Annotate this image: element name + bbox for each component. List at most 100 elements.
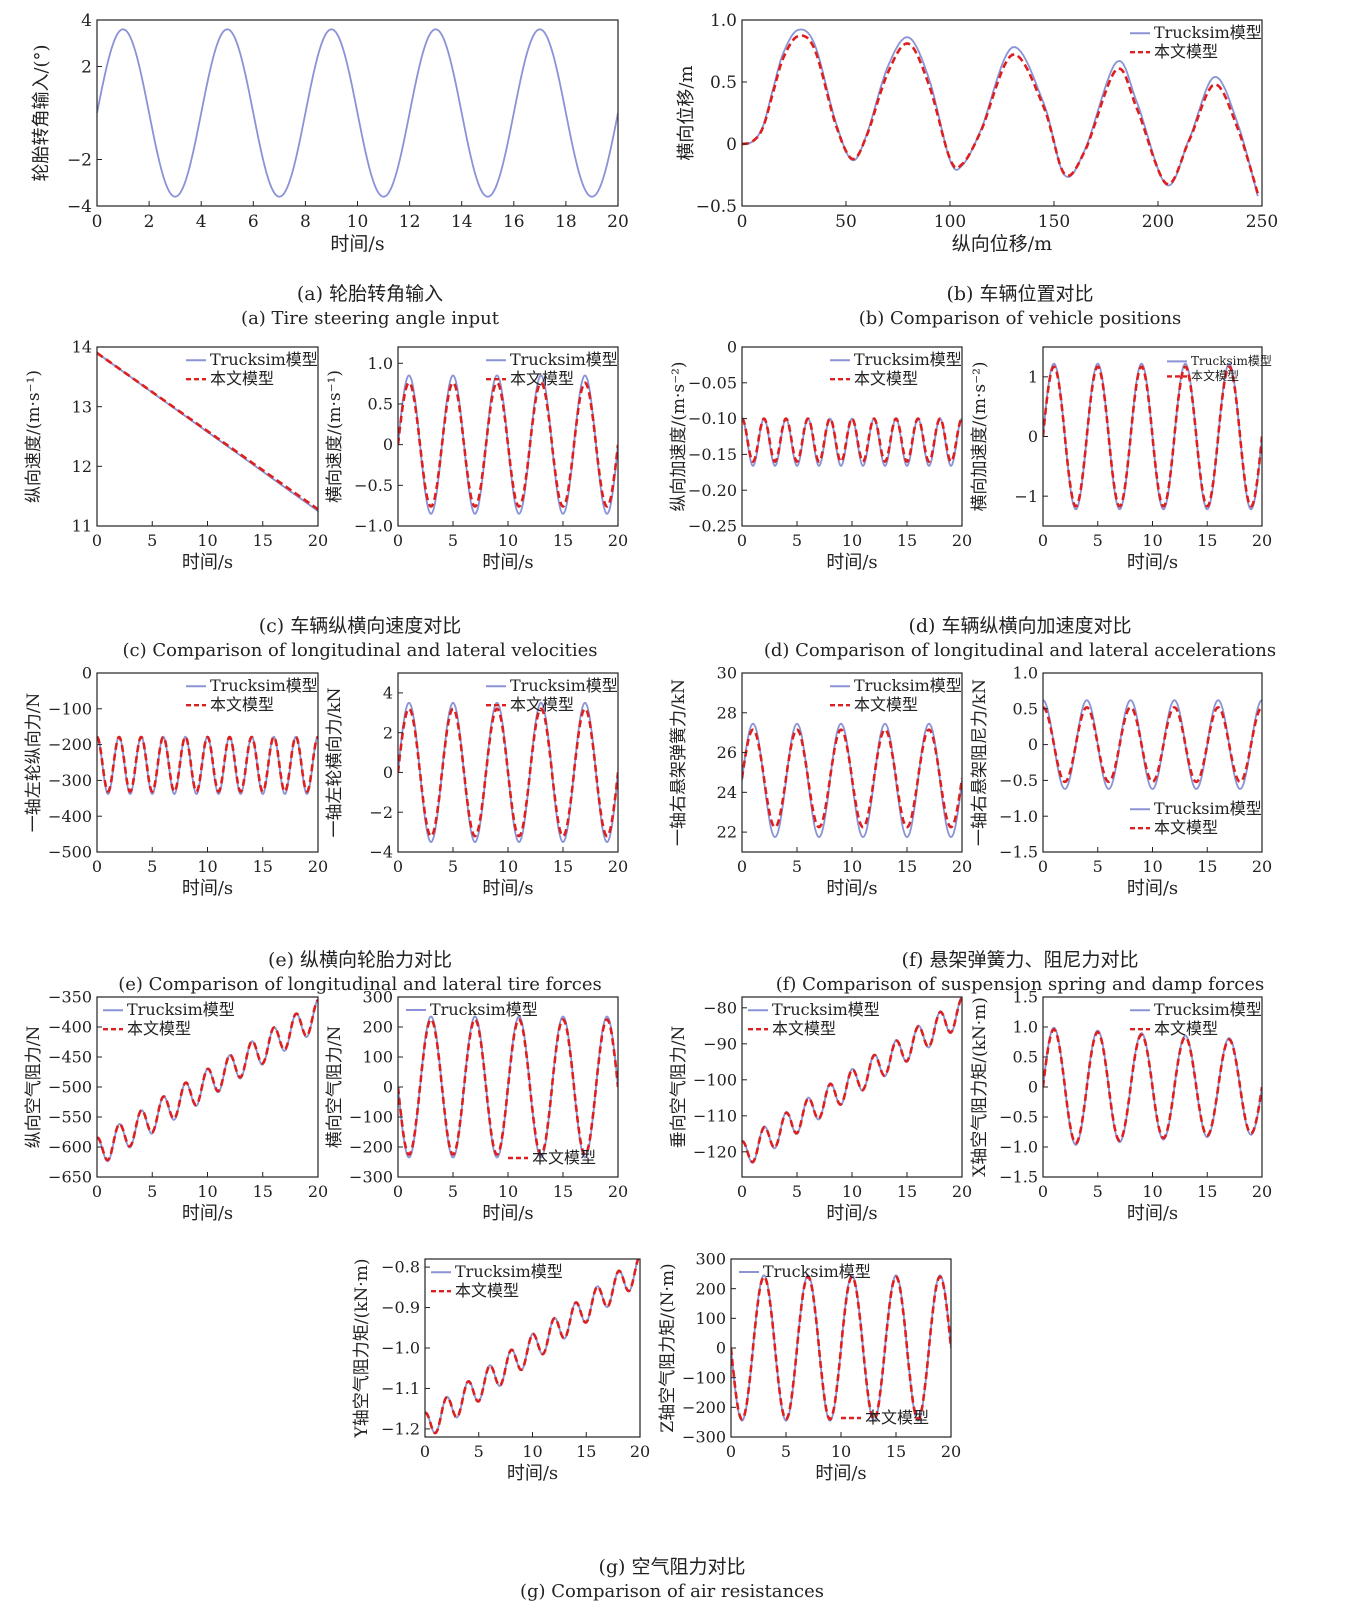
x-tick-label: 20: [308, 1182, 328, 1201]
y-tick-label: 200: [695, 1279, 726, 1298]
x-tick-label: 15: [253, 857, 273, 876]
x-tick-label: 5: [1093, 857, 1103, 876]
x-tick-label: 5: [781, 1442, 791, 1461]
x-tick-label: 14: [451, 212, 473, 232]
y-tick-label: 2: [81, 57, 92, 77]
x-tick-label: 0: [92, 1182, 102, 1201]
caption-e-zh: (e) 纵横向轮胎力对比: [267, 949, 453, 971]
y-tick-label: −200: [48, 735, 92, 754]
x-tick-label: 5: [1093, 531, 1103, 550]
x-tick-label: 5: [147, 857, 157, 876]
y-tick-label: −100: [349, 1108, 393, 1127]
chart-g4: 0 5 10 15 20 −1.5 −1.0 −0.5 0 0.5 1.0 1.5 时间/s X轴空气阻力…: [970, 988, 1272, 1224]
caption-d: (d) 车辆纵横向加速度对比 (d) Comparison of longitu…: [720, 613, 1320, 663]
x-tick-label: 0: [737, 531, 747, 550]
x-axis-label: 时间/s: [482, 552, 533, 573]
x-tick-label: 5: [147, 531, 157, 550]
y-tick-label: 0: [383, 763, 393, 782]
x-tick-label: 250: [1246, 212, 1278, 232]
series-line-model: [97, 999, 318, 1162]
x-tick-label: 0: [726, 1442, 736, 1461]
x-tick-label: 15: [576, 1442, 596, 1461]
x-axis-label: 时间/s: [826, 878, 877, 899]
series-line-trucksim: [398, 1015, 618, 1159]
x-tick-label: 20: [608, 857, 628, 876]
caption-f-en: (f) Comparison of suspension spring and …: [775, 974, 1265, 995]
chart-e2: 0 5 10 15 20 −4 −2 0 2 4 时间/s 一轴左轮横向力/kN Trucksim模型本…: [325, 672, 628, 899]
x-tick-label: 20: [941, 1442, 961, 1461]
y-tick-label: −0.10: [688, 409, 737, 428]
y-tick-label: −400: [48, 807, 92, 826]
y-axis-label: 一轴左轮横向力/kN: [325, 687, 345, 837]
legend-label-trucksim: Trucksim模型: [854, 350, 962, 369]
y-tick-label: 11: [72, 517, 92, 536]
x-tick-label: 6: [248, 212, 259, 232]
series-line-model: [731, 1275, 951, 1421]
x-axis-label: 纵向位移/m: [952, 233, 1052, 255]
x-tick-label: 15: [553, 1182, 573, 1201]
x-tick-label: 0: [737, 857, 747, 876]
y-tick-label: −100: [682, 1368, 726, 1387]
x-tick-label: 10: [842, 1182, 862, 1201]
y-axis-label: 横向空气阻力/N: [325, 1026, 345, 1149]
series-line-model: [742, 728, 962, 829]
legend-label-trucksim: Trucksim模型: [772, 1000, 880, 1019]
y-tick-label: 300: [362, 988, 393, 1007]
plot-frame: [96, 672, 319, 853]
caption-c-zh: (c) 车辆纵横向速度对比: [258, 615, 462, 637]
caption-c-en: (c) Comparison of longitudinal and later…: [122, 640, 598, 661]
x-tick-label: 5: [448, 531, 458, 550]
y-tick-label: −1.1: [381, 1379, 420, 1398]
x-axis-label: 时间/s: [482, 1203, 533, 1224]
y-tick-label: −110: [693, 1106, 737, 1125]
series-line-trucksim: [1043, 362, 1262, 511]
series-line-trucksim: [742, 417, 962, 467]
x-tick-label: 20: [952, 1182, 972, 1201]
y-tick-label: −600: [48, 1138, 92, 1157]
y-tick-label: 1.0: [1013, 1018, 1038, 1037]
x-tick-label: 10: [831, 1442, 851, 1461]
series-line-model: [398, 707, 618, 838]
x-tick-label: 15: [886, 1442, 906, 1461]
legend-label-trucksim: Trucksim模型: [210, 676, 318, 695]
x-tick-label: 5: [792, 857, 802, 876]
chart-b: 0 50 100 150 200 250−0.500.51.0纵向位移/m横向位移/mTr…: [676, 11, 1278, 255]
y-tick-label: 100: [362, 1048, 393, 1067]
y-axis-label: 一轴左轮纵向力/N: [24, 693, 44, 833]
legend-label-model: 本文模型: [854, 695, 918, 714]
y-tick-label: −550: [48, 1108, 92, 1127]
y-tick-label: 0.5: [368, 395, 393, 414]
x-tick-label: 0: [737, 1182, 747, 1201]
legend-label-model: 本文模型: [510, 369, 574, 388]
y-tick-label: 0: [727, 338, 737, 357]
y-tick-label: 30: [717, 664, 737, 683]
x-tick-label: 10: [522, 1442, 542, 1461]
x-axis-label: 时间/s: [182, 878, 233, 899]
x-tick-label: 10: [347, 212, 369, 232]
x-tick-label: 20: [952, 531, 972, 550]
x-tick-label: 12: [399, 212, 421, 232]
x-tick-label: 10: [1142, 857, 1162, 876]
legend-label-model: 本文模型: [127, 1019, 191, 1038]
caption-b-en: (b) Comparison of vehicle positions: [858, 308, 1182, 329]
y-tick-label: 13: [72, 397, 92, 416]
x-tick-label: 200: [1142, 212, 1174, 232]
x-tick-label: 20: [630, 1442, 650, 1461]
x-axis-label: 时间/s: [826, 1203, 877, 1224]
y-axis-label: 横向位移/m: [676, 65, 697, 160]
y-tick-label: −0.5: [999, 1108, 1038, 1127]
y-tick-label: 24: [717, 783, 737, 802]
x-tick-label: 0: [420, 1442, 430, 1461]
caption-c: (c) 车辆纵横向速度对比 (c) Comparison of longitud…: [60, 613, 660, 663]
y-tick-label: 0: [1028, 1078, 1038, 1097]
y-tick-label: 0.5: [710, 73, 737, 93]
x-tick-label: 20: [1252, 857, 1272, 876]
y-tick-label: −120: [693, 1142, 737, 1161]
y-tick-label: −1.5: [999, 843, 1038, 862]
y-tick-label: 200: [362, 1018, 393, 1037]
x-tick-label: 15: [253, 1182, 273, 1201]
series-line-model: [1043, 1028, 1262, 1145]
y-tick-label: 12: [72, 457, 92, 476]
series-line-trucksim: [97, 28, 618, 198]
